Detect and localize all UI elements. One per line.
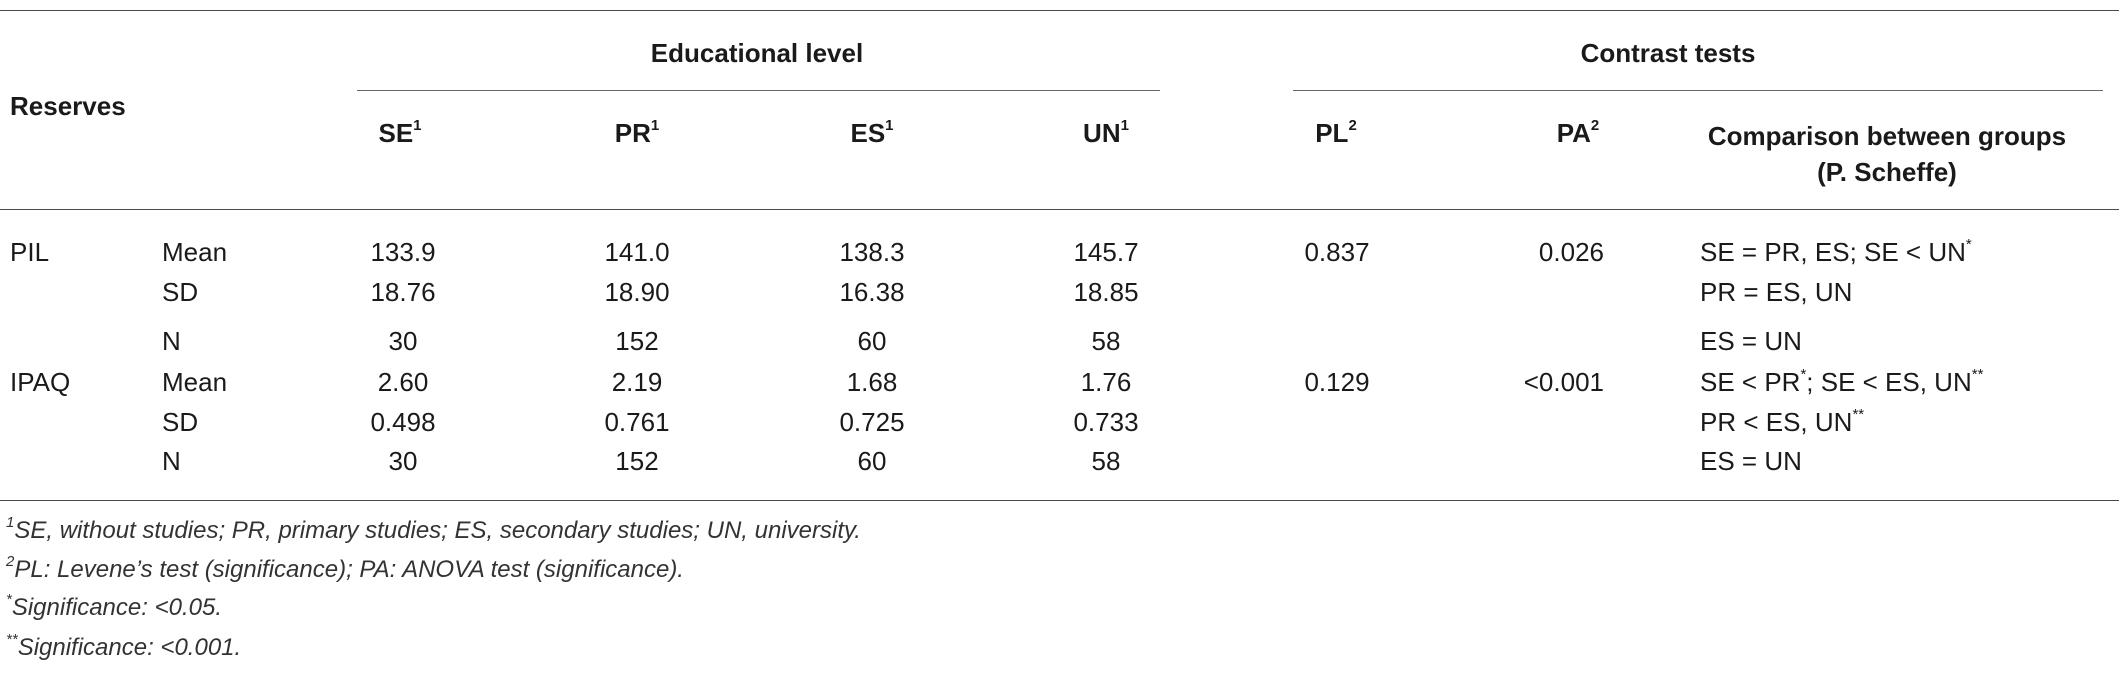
stat-label: SD xyxy=(162,407,199,437)
cell-ipaq-pa: <0.001 xyxy=(1523,367,1604,397)
cell-pil-comparison-1: SE = PR, ES; SE < UN* xyxy=(1700,236,1972,267)
cell-pil-mean-es: 138.3 xyxy=(839,237,905,267)
stat-label: N xyxy=(162,446,181,476)
col-header-se: SE1 xyxy=(378,117,422,148)
cell-pil-sd-es: 16.38 xyxy=(839,277,905,307)
col-header-pl: PL2 xyxy=(1315,117,1357,148)
cell-ipaq-n-se: 30 xyxy=(388,446,418,476)
stat-label: Mean xyxy=(162,237,228,267)
col-header-pr: PR1 xyxy=(614,117,660,148)
row-label-ipaq: IPAQ xyxy=(10,367,71,397)
cell-ipaq-sd-pr: 0.761 xyxy=(604,407,670,437)
table-bottom-rule xyxy=(0,500,2119,501)
col-header-comparison: Comparison between groups (P. Scheffe) xyxy=(1707,121,2067,187)
cell-pil-mean-se: 133.9 xyxy=(370,237,436,267)
col-header-pa: PA2 xyxy=(1556,117,1600,148)
cell-pil-mean-pr: 141.0 xyxy=(604,237,670,267)
cell-ipaq-mean-es: 1.68 xyxy=(846,367,898,397)
footnote-2: 2PL: Levene’s test (significance); PA: A… xyxy=(6,553,684,583)
cell-ipaq-pl: 0.129 xyxy=(1304,367,1370,397)
cell-ipaq-comparison-1: SE < PR*; SE < ES, UN** xyxy=(1700,366,1984,397)
cell-pil-n-pr: 152 xyxy=(615,326,659,356)
stat-label: N xyxy=(162,326,181,356)
educational-level-underline xyxy=(357,90,1160,91)
footnote-1: 1SE, without studies; PR, primary studie… xyxy=(6,514,861,544)
cell-ipaq-comparison-3: ES = UN xyxy=(1700,446,1802,476)
cell-ipaq-comparison-2: PR < ES, UN** xyxy=(1700,406,1865,437)
header-bottom-rule xyxy=(0,209,2119,210)
top-rule xyxy=(0,10,2119,11)
cell-ipaq-mean-pr: 2.19 xyxy=(611,367,663,397)
cell-ipaq-sd-es: 0.725 xyxy=(839,407,905,437)
footnote-4: **Significance: <0.001. xyxy=(6,631,242,661)
cell-pil-n-se: 30 xyxy=(388,326,418,356)
cell-ipaq-n-un: 58 xyxy=(1091,446,1121,476)
cell-ipaq-n-pr: 152 xyxy=(615,446,659,476)
educational-level-header: Educational level xyxy=(650,38,864,68)
contrast-tests-underline xyxy=(1293,90,2103,91)
cell-pil-comparison-2: PR = ES, UN xyxy=(1700,277,1853,307)
cell-ipaq-mean-un: 1.76 xyxy=(1080,367,1132,397)
col-header-es: ES1 xyxy=(850,117,894,148)
stat-label: SD xyxy=(162,277,199,307)
col-header-un: UN1 xyxy=(1083,117,1129,148)
cell-pil-sd-un: 18.85 xyxy=(1073,277,1139,307)
cell-pil-pl: 0.837 xyxy=(1304,237,1370,267)
cell-ipaq-mean-se: 2.60 xyxy=(377,367,429,397)
contrast-tests-header: Contrast tests xyxy=(1580,38,1756,68)
cell-ipaq-sd-se: 0.498 xyxy=(370,407,436,437)
reserves-header: Reserves xyxy=(10,91,126,121)
cell-pil-mean-un: 145.7 xyxy=(1073,237,1139,267)
footnote-3: *Significance: <0.05. xyxy=(6,591,222,621)
cell-pil-pa: 0.026 xyxy=(1538,237,1604,267)
cell-pil-sd-se: 18.76 xyxy=(370,277,436,307)
cell-pil-comparison-3: ES = UN xyxy=(1700,326,1802,356)
row-label-pil: PIL xyxy=(10,237,50,267)
cell-pil-n-es: 60 xyxy=(857,326,887,356)
stat-label: Mean xyxy=(162,367,228,397)
cell-ipaq-sd-un: 0.733 xyxy=(1073,407,1139,437)
cell-pil-sd-pr: 18.90 xyxy=(604,277,670,307)
cell-pil-n-un: 58 xyxy=(1091,326,1121,356)
cell-ipaq-n-es: 60 xyxy=(857,446,887,476)
